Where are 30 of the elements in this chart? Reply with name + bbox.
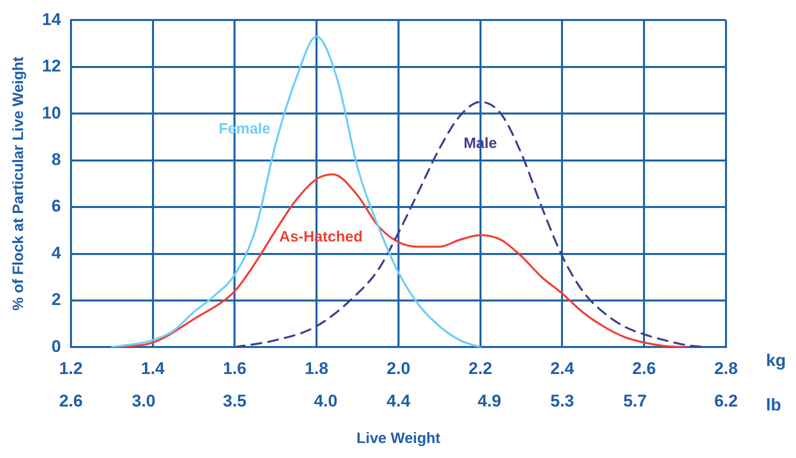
y-tick-label: 6 xyxy=(51,196,61,216)
y-tick-label: 2 xyxy=(51,290,61,310)
y-tick-label: 10 xyxy=(42,103,61,122)
x2-tick-label: 6.2 xyxy=(714,391,738,410)
x-tick-label: 2.0 xyxy=(386,359,410,378)
y-tick-label: 8 xyxy=(51,150,61,170)
x2-tick-label: 4.4 xyxy=(386,391,411,410)
x-tick-label: 2.8 xyxy=(714,359,738,378)
x-axis-title: Live Weight xyxy=(356,430,440,448)
y-tick-label: 4 xyxy=(51,243,62,262)
x-tick-label: 2.2 xyxy=(468,359,492,378)
y-tick-label: 14 xyxy=(42,10,62,29)
x2-tick-label: 4.9 xyxy=(478,391,502,410)
x2-tick-label: 5.7 xyxy=(623,391,647,410)
x-tick-label: 2.6 xyxy=(632,359,656,378)
x-tick-label: 1.4 xyxy=(140,359,166,378)
y-tick-label: 12 xyxy=(42,56,61,76)
x-tick-label: 1.6 xyxy=(222,359,246,378)
y-axis-title: % of Flock at Particular Live Weight xyxy=(10,56,28,311)
x2-tick-label: 3.0 xyxy=(132,391,156,410)
text: kg xyxy=(766,350,786,370)
x-tick-label: 1.8 xyxy=(304,359,328,378)
x2-tick-label: 5.3 xyxy=(550,391,574,410)
x2-tick-label: 3.5 xyxy=(222,391,246,410)
x2-tick-label: 4.0 xyxy=(314,391,338,410)
x2-tick-label: 2.6 xyxy=(59,391,83,410)
y-tick-label: 0 xyxy=(51,336,61,356)
text: lb xyxy=(766,395,782,414)
x-tick-label: 2.4 xyxy=(550,359,575,378)
x-tick-label: 1.2 xyxy=(59,359,83,378)
